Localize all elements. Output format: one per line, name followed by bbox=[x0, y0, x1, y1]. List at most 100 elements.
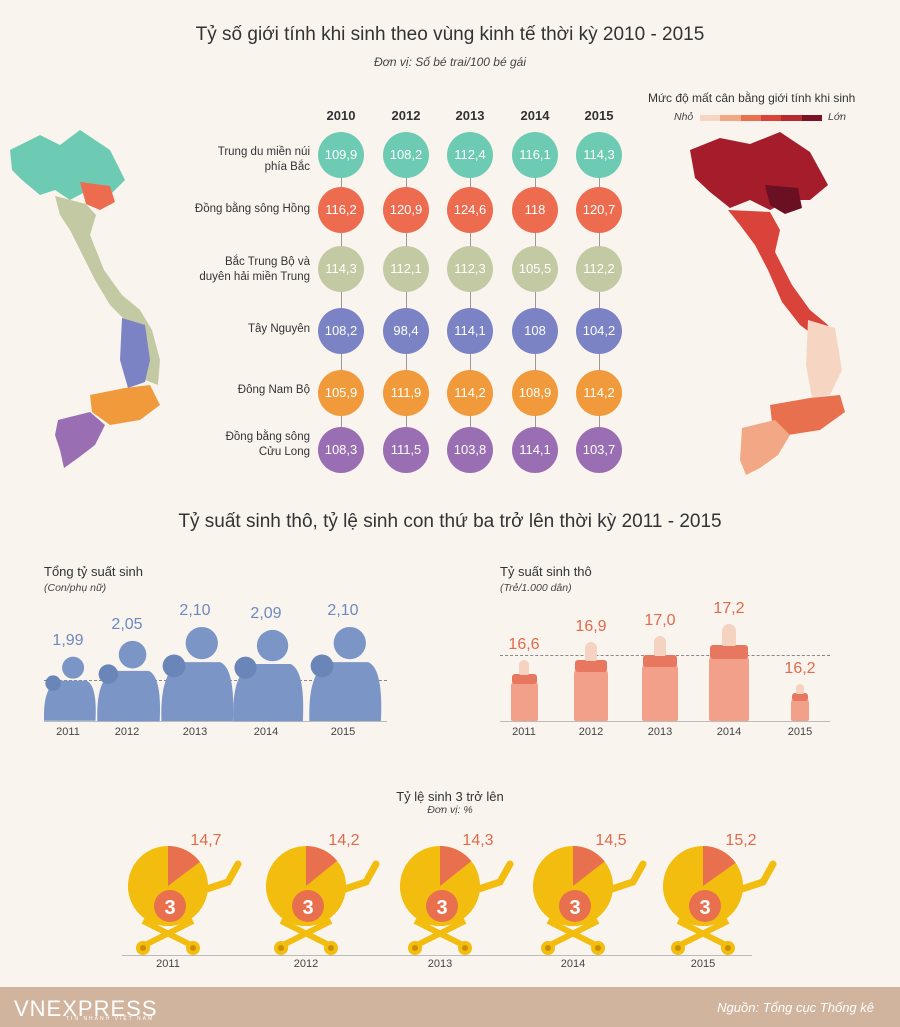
footer-bar bbox=[0, 987, 900, 1027]
third-child-unit: Đơn vị: % bbox=[427, 804, 473, 816]
third-child-title: Tỷ lệ sinh 3 trở lên bbox=[396, 789, 504, 804]
third-child-year-label: 2015 bbox=[690, 958, 716, 970]
ratio-circle: 114,2 bbox=[447, 370, 493, 416]
stroller-wheel-hub bbox=[725, 945, 731, 951]
child-head bbox=[162, 654, 186, 678]
tfr-baseline bbox=[44, 721, 387, 722]
logo-subtitle: TIN NHANH VIỆT NAM bbox=[66, 1016, 155, 1022]
ratio-circle: 118 bbox=[512, 187, 558, 233]
stroller-wheel-hub bbox=[545, 945, 551, 951]
bottle-body bbox=[790, 696, 810, 721]
ratio-circle: 112,2 bbox=[576, 246, 622, 292]
ratio-circle: 108,2 bbox=[383, 132, 429, 178]
child-head bbox=[98, 664, 119, 684]
bottle-cap bbox=[643, 654, 677, 668]
tfr-value-label: 2,09 bbox=[250, 604, 282, 622]
ratio-circle: 104,2 bbox=[576, 308, 622, 354]
legend-swatch bbox=[700, 115, 721, 121]
stroller-mark: 3 bbox=[128, 846, 242, 955]
ratio-circle: 112,1 bbox=[383, 246, 429, 292]
mother-head bbox=[256, 629, 289, 662]
section1-unit: Đơn vị: Số bé trai/100 bé gái bbox=[373, 55, 526, 69]
cbr-year-label: 2012 bbox=[578, 726, 604, 738]
legend-title: Mức độ mất cân bằng giới tính khi sinh bbox=[648, 91, 856, 105]
ratio-circle: 108,9 bbox=[512, 370, 558, 416]
third-child-badge bbox=[154, 890, 186, 922]
mother-body bbox=[309, 662, 382, 721]
connector-line bbox=[470, 155, 471, 455]
connector-line bbox=[535, 155, 536, 455]
mother-child-mark bbox=[233, 629, 304, 721]
mother-body bbox=[97, 670, 161, 721]
ratio-circle: 105,5 bbox=[512, 246, 558, 292]
mother-child-mark bbox=[309, 626, 382, 721]
region-label-mekong: Đồng bằng sông Cửu Long bbox=[225, 431, 310, 458]
bottle-cap bbox=[511, 674, 537, 684]
third-child-value-label: 14,5 bbox=[595, 832, 627, 849]
vnexpress-logo[interactable]: VNEXPRESS bbox=[14, 996, 158, 1021]
ratio-circle: 112,4 bbox=[447, 132, 493, 178]
ratio-circle: 105,9 bbox=[318, 370, 364, 416]
ratio-circle: 103,7 bbox=[576, 427, 622, 473]
tfr-year-label: 2013 bbox=[182, 726, 208, 738]
ratio-circle: 114,3 bbox=[576, 132, 622, 178]
mother-body bbox=[233, 663, 304, 721]
cbr-value-label: 17,2 bbox=[713, 600, 745, 617]
region-map bbox=[10, 130, 160, 468]
ratio-circle: 108,3 bbox=[318, 427, 364, 473]
third-child-badge-text: 3 bbox=[569, 897, 580, 919]
mother-head bbox=[333, 626, 366, 660]
header-year-2015: 2015 bbox=[584, 108, 614, 123]
heat-mekong bbox=[740, 420, 790, 475]
third-child-year-label: 2011 bbox=[156, 958, 180, 970]
mother-child-mark bbox=[43, 656, 96, 721]
third-child-value-label: 15,2 bbox=[725, 832, 757, 849]
stroller-handle bbox=[605, 860, 647, 894]
heat-north bbox=[690, 132, 828, 210]
tfr-year-label: 2015 bbox=[330, 726, 356, 738]
tfr-year-label: 2012 bbox=[114, 726, 140, 738]
mother-child-mark bbox=[97, 640, 161, 721]
tfr-value-label: 2,05 bbox=[111, 615, 143, 633]
third-child-badge-text: 3 bbox=[302, 897, 313, 919]
ratio-circle: 114,3 bbox=[318, 246, 364, 292]
region-label-north: Trung du miền núi phía Bắc bbox=[217, 146, 310, 173]
cbr-year-label: 2014 bbox=[716, 726, 742, 738]
legend-scale bbox=[700, 115, 822, 121]
cbr-value-label: 16,2 bbox=[784, 660, 816, 677]
tfr-title: Tổng tỷ suất sinh bbox=[44, 564, 143, 579]
region-label-highlands: Tây Nguyên bbox=[247, 323, 310, 335]
third-child-year-label: 2013 bbox=[427, 958, 453, 970]
third-child-badge-text: 3 bbox=[699, 897, 710, 919]
stroller-frame bbox=[546, 918, 600, 949]
third-child-badge bbox=[689, 890, 721, 922]
cbr-value-label: 17,0 bbox=[644, 612, 676, 629]
tfr-year-label: 2014 bbox=[253, 726, 279, 738]
stroller-handle bbox=[735, 860, 777, 894]
ratio-circle: 98,4 bbox=[383, 308, 429, 354]
ratio-circle: 111,5 bbox=[383, 427, 429, 473]
stroller-mark: 3 bbox=[400, 846, 514, 955]
legend-swatch bbox=[781, 115, 802, 121]
bottle-nipple bbox=[519, 660, 529, 675]
third-child-badge bbox=[559, 890, 591, 922]
ratio-circle: 109,9 bbox=[318, 132, 364, 178]
legend-swatch bbox=[720, 115, 741, 121]
bottle-body bbox=[510, 680, 538, 721]
bottle-nipple bbox=[653, 636, 667, 656]
stroller-wheel-hub bbox=[328, 945, 334, 951]
stroller-handle bbox=[338, 860, 380, 894]
stroller-wheel-hub bbox=[462, 945, 468, 951]
ratio-circle: 108 bbox=[512, 308, 558, 354]
cbr-value-label: 16,6 bbox=[508, 636, 540, 653]
stroller-wheel-hub bbox=[190, 945, 196, 951]
region-label-central: Bắc Trung Bộ và duyên hải miền Trung bbox=[199, 256, 310, 283]
mother-head bbox=[185, 626, 218, 660]
bottle-body bbox=[709, 655, 749, 721]
bottle-cap bbox=[791, 693, 809, 701]
child-head bbox=[234, 656, 257, 679]
stroller-mark: 3 bbox=[266, 846, 380, 955]
map-mekong bbox=[55, 412, 105, 468]
tfr-value-label: 2,10 bbox=[327, 602, 359, 619]
ratio-circle: 112,3 bbox=[447, 246, 493, 292]
